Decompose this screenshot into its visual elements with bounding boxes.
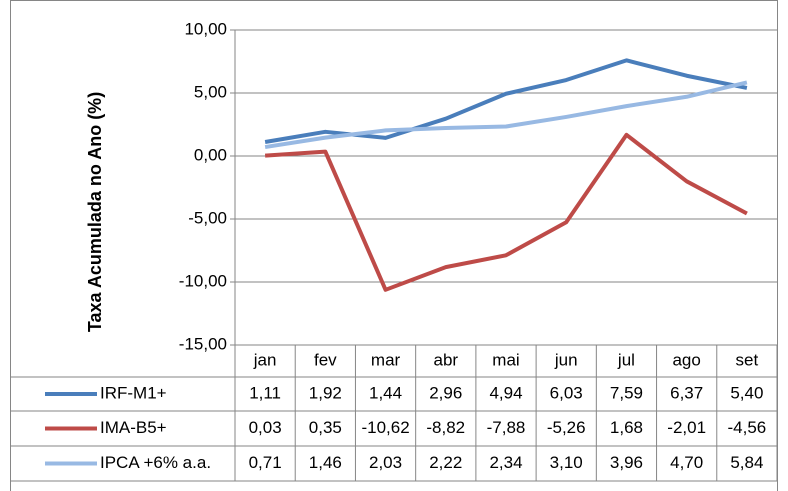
table-value: 1,68 — [610, 418, 643, 437]
y-tick-label: -5,00 — [188, 208, 227, 227]
legend-label: IMA-B5+ — [100, 418, 167, 437]
x-tick-label: jul — [617, 350, 635, 369]
table-value: -8,82 — [426, 418, 465, 437]
x-tick-label: ago — [672, 350, 700, 369]
y-tick-label: -10,00 — [179, 271, 227, 290]
table-value: 3,10 — [550, 453, 583, 472]
table-value: 1,92 — [309, 383, 342, 402]
x-tick-label: set — [736, 350, 759, 369]
table-value: 5,84 — [730, 453, 763, 472]
table-value: 4,70 — [670, 453, 703, 472]
table-value: 4,94 — [489, 383, 522, 402]
table-value: 1,46 — [309, 453, 342, 472]
table-value: 0,03 — [249, 418, 282, 437]
table-value: 3,96 — [610, 453, 643, 472]
table-value: 2,03 — [369, 453, 402, 472]
y-tick-label: -15,00 — [179, 334, 227, 353]
table-value: 0,35 — [309, 418, 342, 437]
table-value: -2,01 — [667, 418, 706, 437]
series-line — [264, 132, 748, 292]
table-value: 6,37 — [670, 383, 703, 402]
table-value: -10,62 — [361, 418, 409, 437]
x-tick-label: mar — [371, 350, 401, 369]
legend-label: IPCA +6% a.a. — [100, 453, 211, 472]
table-value: 5,40 — [730, 383, 763, 402]
legend-label: IRF-M1+ — [100, 383, 167, 402]
y-tick-label: 0,00 — [194, 145, 227, 164]
table-value: -7,88 — [487, 418, 526, 437]
y-axis-title: Taxa Acumulada no Ano (%) — [85, 92, 105, 332]
series-line — [264, 58, 748, 144]
chart-border — [10, 0, 778, 491]
table-value: 1,11 — [249, 383, 281, 402]
x-tick-label: jan — [253, 350, 277, 369]
table-value: 6,03 — [550, 383, 583, 402]
table-value: 2,22 — [429, 453, 462, 472]
x-tick-label: mai — [492, 350, 519, 369]
table-value: 2,96 — [429, 383, 462, 402]
table-value: 1,44 — [369, 383, 402, 402]
x-tick-label: abr — [433, 350, 458, 369]
y-tick-label: 10,00 — [184, 19, 227, 38]
series-line — [264, 80, 748, 150]
table-value: 7,59 — [610, 383, 643, 402]
x-tick-label: jun — [554, 350, 578, 369]
table-value: -5,26 — [547, 418, 586, 437]
y-tick-label: 5,00 — [194, 82, 227, 101]
x-tick-label: fev — [314, 350, 337, 369]
table-value: -4,56 — [728, 418, 767, 437]
table-value: 0,71 — [249, 453, 282, 472]
table-value: 2,34 — [489, 453, 522, 472]
